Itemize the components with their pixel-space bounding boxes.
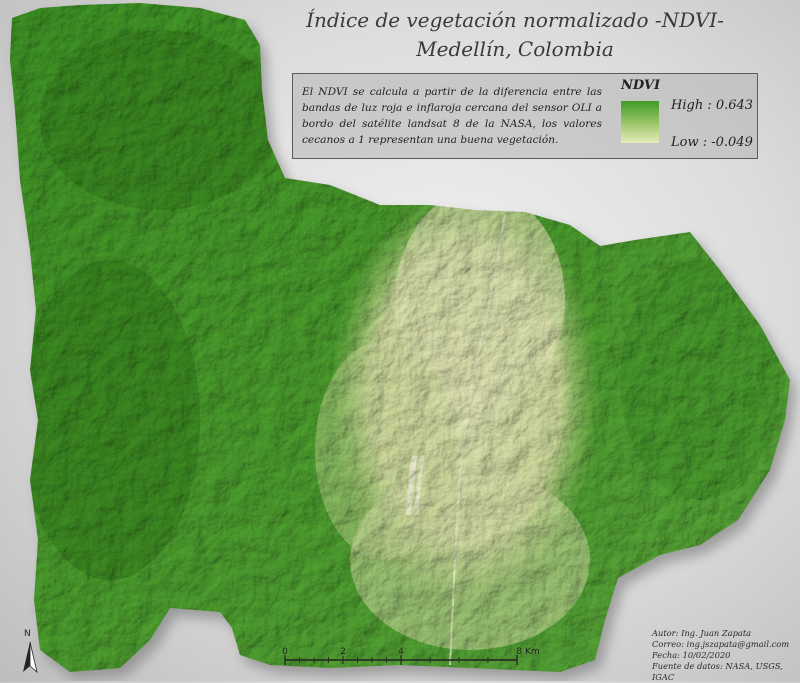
credit-email: Correo: ing.jszapata@gmail.com: [652, 639, 790, 649]
scale-bar: [284, 655, 518, 665]
map-title: Índice de vegetación normalizado -NDVI- …: [300, 6, 730, 64]
scale-tick-2: 2: [340, 647, 346, 657]
legend-low-label: Low : -0.049: [671, 135, 753, 150]
ndvi-description: El NDVI se calcula a partir de la difere…: [302, 86, 602, 146]
legend-color-ramp: [621, 101, 659, 143]
info-panel: El NDVI se calcula a partir de la difere…: [292, 73, 758, 159]
credit-author: Autor: Ing. Juan Zapata: [652, 628, 752, 638]
credit-date: Fecha: 10/02/2020: [652, 650, 731, 660]
legend-title: NDVI: [621, 78, 661, 93]
scale-tick-0: 0: [282, 647, 288, 657]
north-arrow-icon: [23, 641, 38, 674]
title-line-2: Medellín, Colombia: [416, 37, 614, 61]
scale-tick-4: 4: [398, 647, 404, 657]
title-line-1: Índice de vegetación normalizado -NDVI-: [306, 8, 724, 32]
map-credits: Autor: Ing. Juan Zapata Correo: ing.jsza…: [652, 628, 800, 683]
scale-tick-8: 8 Km: [516, 647, 540, 657]
credit-source: Fuente de datos: NASA, USGS, IGAC: [652, 661, 783, 682]
legend-high-label: High : 0.643: [671, 98, 754, 113]
north-label: N: [24, 629, 31, 639]
